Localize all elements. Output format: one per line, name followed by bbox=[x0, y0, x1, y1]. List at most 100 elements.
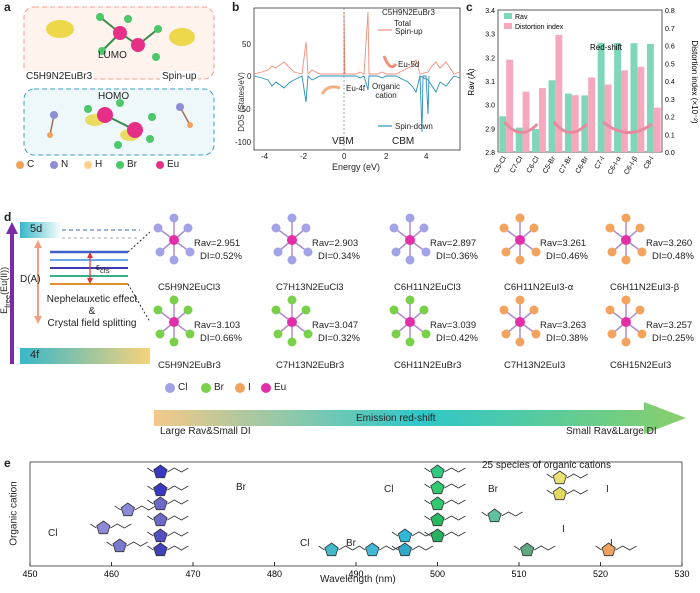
halide-atom bbox=[515, 337, 525, 347]
energy-diagram bbox=[6, 213, 686, 434]
panel-label-c: c bbox=[466, 0, 473, 14]
cation-chain bbox=[167, 467, 189, 473]
d-caption: Nephelauxetic effect & Crystal field spl… bbox=[32, 294, 152, 330]
halide-atom bbox=[405, 213, 415, 223]
cation-chain bbox=[134, 505, 156, 511]
cation-chain bbox=[444, 499, 466, 505]
e-xlabel: Wavelength (nm) bbox=[320, 574, 396, 585]
arrow-label-mid: Emission red-shift bbox=[356, 413, 436, 424]
spin-down-curve bbox=[253, 74, 461, 103]
di-value: DI=0.48% bbox=[652, 251, 694, 262]
e-ylabel: Organic cation bbox=[8, 481, 20, 546]
c-xtick: C6-Br bbox=[575, 155, 591, 175]
halide-atom bbox=[155, 329, 165, 339]
e-xtick: 490 bbox=[348, 569, 363, 579]
cation-ring bbox=[324, 542, 339, 557]
halide-atom bbox=[607, 247, 617, 257]
c-bar-di bbox=[506, 59, 514, 153]
dos-legend-title: C5H9N2EuBr3 bbox=[382, 8, 435, 17]
halide-atom bbox=[531, 247, 541, 257]
e-xtick: 520 bbox=[593, 569, 608, 579]
cation-ring bbox=[430, 480, 445, 495]
rav-value: Rav=2.897 bbox=[430, 238, 477, 249]
c-bar-rav bbox=[515, 127, 523, 152]
cation-ring bbox=[430, 464, 445, 479]
cation-chain bbox=[110, 523, 132, 529]
cation-chain bbox=[566, 489, 588, 495]
eu-atom bbox=[405, 235, 415, 245]
compound-formula: C7H13N2EuBr3 bbox=[276, 360, 345, 371]
cation-ring bbox=[552, 486, 567, 501]
halide-atom bbox=[389, 223, 399, 233]
panel-d: 5d 4f Efree(Eu(II)) D(A) εcfs Nephelauxe… bbox=[0, 212, 700, 452]
halide-atom bbox=[419, 223, 429, 233]
eu4f-arrow bbox=[320, 85, 341, 95]
cation-ring bbox=[520, 542, 535, 557]
c-xtick: C7-I bbox=[594, 155, 607, 170]
rav-value: Rav=3.260 bbox=[646, 238, 693, 249]
cation-word: cation bbox=[375, 91, 397, 100]
c-y2tick: 0.6 bbox=[665, 44, 675, 51]
efree-e: E bbox=[0, 307, 10, 314]
cation-ring bbox=[120, 502, 135, 517]
rav-value: Rav=3.261 bbox=[540, 238, 587, 249]
c-y2tick: 0.4 bbox=[665, 79, 675, 86]
c-y2tick: 0.2 bbox=[665, 115, 675, 122]
halide-atom bbox=[405, 295, 415, 305]
legend-eu-dot bbox=[261, 383, 271, 393]
halide-atom bbox=[621, 255, 631, 265]
di-value: DI=0.66% bbox=[200, 333, 242, 344]
halide-atom bbox=[529, 305, 539, 315]
cation-chain bbox=[566, 473, 588, 479]
di-value: DI=0.52% bbox=[200, 251, 242, 262]
c-ylabel: Rav (Å) bbox=[467, 68, 476, 95]
legend-h: H bbox=[95, 159, 103, 170]
cation-chain bbox=[167, 545, 189, 551]
halide-atom bbox=[169, 295, 179, 305]
halide-atom bbox=[515, 295, 525, 305]
c-xtick: C7-Cl bbox=[509, 155, 524, 174]
di-value: DI=0.36% bbox=[436, 251, 478, 262]
level-5d-bar bbox=[20, 222, 62, 238]
e-halide-i1: I bbox=[606, 484, 609, 495]
dos-xtick: -2 bbox=[300, 152, 308, 161]
halide-atom bbox=[273, 329, 283, 339]
e-halide-br3: Br bbox=[488, 484, 498, 495]
legend-br-dot bbox=[201, 383, 211, 393]
legend-i-dot bbox=[235, 383, 245, 393]
c-y2tick: 0.0 bbox=[665, 150, 675, 157]
halide-atom bbox=[301, 223, 311, 233]
halide-atom bbox=[153, 305, 163, 315]
formula-label: C5H9N2EuBr3 bbox=[24, 71, 95, 82]
compound-formula: C6H11N2EuCl3 bbox=[394, 282, 461, 293]
halide-atom bbox=[621, 337, 631, 347]
cation-chain bbox=[444, 483, 466, 489]
c-bar-rav bbox=[532, 129, 539, 152]
cation-chain bbox=[167, 515, 189, 521]
di-value: DI=0.46% bbox=[546, 251, 588, 262]
halide-atom bbox=[419, 305, 429, 315]
cation-ring bbox=[153, 496, 168, 511]
e-xtick: 470 bbox=[185, 569, 200, 579]
halide-atom bbox=[169, 213, 179, 223]
panel-a: LUMO HOMO C5H9N2EuBr3 Spin-up C N H Br E… bbox=[10, 5, 228, 205]
cation-chain bbox=[444, 515, 466, 521]
panel-label-a: a bbox=[4, 0, 11, 14]
ecfs-label: εcfs bbox=[96, 262, 110, 275]
e-title: 25 species of organic cations bbox=[482, 460, 611, 471]
c-bar-di bbox=[637, 66, 645, 152]
panel-b-dos: DOS (States/eV) 50 0 -50 -100 -4 -2 0 2 … bbox=[232, 2, 464, 202]
c-xtick: C8-I bbox=[643, 155, 656, 170]
legend-eu: Eu bbox=[274, 382, 287, 393]
dos-cbm: CBM bbox=[392, 136, 415, 147]
cation-ring bbox=[153, 464, 168, 479]
cation-chain bbox=[126, 541, 148, 547]
halide-atom bbox=[155, 247, 165, 257]
dos-xtick: 4 bbox=[424, 152, 429, 161]
cation-ring bbox=[112, 538, 127, 553]
di-value: DI=0.25% bbox=[652, 333, 694, 344]
panel-label-d: d bbox=[4, 210, 12, 224]
halide-atom bbox=[169, 255, 179, 265]
dos-xtick: 0 bbox=[342, 152, 347, 161]
cation-chain bbox=[533, 545, 556, 551]
